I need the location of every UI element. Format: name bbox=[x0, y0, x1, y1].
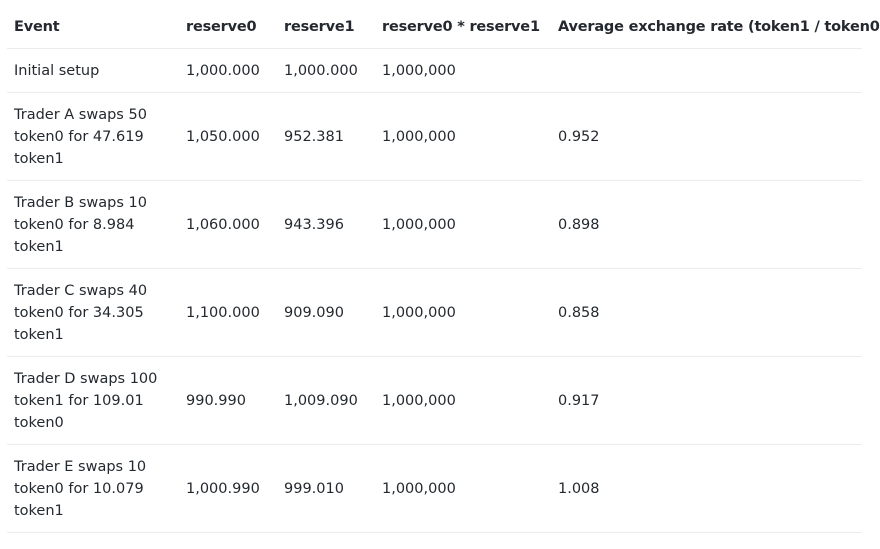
cell-exchange-rate: 0.952 bbox=[551, 92, 862, 181]
event-text-line: Trader A swaps 50 bbox=[14, 106, 147, 123]
table-row: Trader B swaps 10 token0 for 8.984 token… bbox=[7, 180, 862, 269]
cell-reserve0: 990.990 bbox=[179, 356, 277, 445]
cell-product: 1,000,000 bbox=[375, 444, 551, 533]
cell-exchange-rate: 0.917 bbox=[551, 356, 862, 445]
event-text-line: token1 bbox=[14, 238, 64, 255]
event-text-line: Trader B swaps 10 bbox=[14, 194, 147, 211]
cell-product: 1,000,000 bbox=[375, 356, 551, 445]
event-text-line: token0 for 34.305 bbox=[14, 304, 144, 321]
event-text-line: token0 for 10.079 bbox=[14, 480, 144, 497]
cell-event: Trader B swaps 10 token0 for 8.984 token… bbox=[7, 180, 179, 269]
table-row: Trader A swaps 50 token0 for 47.619 toke… bbox=[7, 92, 862, 181]
cell-event: Trader D swaps 100 token1 for 109.01 tok… bbox=[7, 356, 179, 445]
cell-reserve1: 943.396 bbox=[277, 180, 375, 269]
cell-reserve1: 952.381 bbox=[277, 92, 375, 181]
cell-product: 1,000,000 bbox=[375, 48, 551, 93]
cell-reserve1: 1,009.090 bbox=[277, 356, 375, 445]
cell-exchange-rate: 0.898 bbox=[551, 180, 862, 269]
header-reserve1: reserve1 bbox=[277, 6, 375, 49]
cell-event: Trader A swaps 50 token0 for 47.619 toke… bbox=[7, 92, 179, 181]
table-header: Event reserve0 reserve1 reserve0 * reser… bbox=[7, 6, 880, 49]
event-text-line: Trader C swaps 40 bbox=[14, 282, 148, 299]
cell-reserve1: 999.010 bbox=[277, 444, 375, 533]
cell-reserve0: 1,000.990 bbox=[179, 444, 277, 533]
header-exchange-rate: Average exchange rate (token1 / token0) bbox=[551, 6, 880, 49]
cell-exchange-rate bbox=[551, 48, 862, 93]
cell-product: 1,000,000 bbox=[375, 180, 551, 269]
cell-reserve0: 1,100.000 bbox=[179, 268, 277, 357]
cell-reserve1: 1,000.000 bbox=[277, 48, 375, 93]
reserves-table: Event reserve0 reserve1 reserve0 * reser… bbox=[7, 6, 880, 533]
header-reserve0: reserve0 bbox=[179, 6, 277, 49]
event-text-line: Initial setup bbox=[14, 62, 100, 79]
header-event: Event bbox=[7, 6, 179, 49]
cell-reserve0: 1,050.000 bbox=[179, 92, 277, 181]
cell-exchange-rate: 0.858 bbox=[551, 268, 862, 357]
cell-product: 1,000,000 bbox=[375, 268, 551, 357]
cell-reserve0: 1,000.000 bbox=[179, 48, 277, 93]
event-text-line: Trader D swaps 100 bbox=[14, 370, 158, 387]
reserves-table-container: Event reserve0 reserve1 reserve0 * reser… bbox=[7, 6, 880, 533]
table-body: Initial setup 1,000.000 1,000.000 1,000,… bbox=[7, 48, 862, 533]
table-row: Initial setup 1,000.000 1,000.000 1,000,… bbox=[7, 48, 862, 93]
event-text-line: token1 for 109.01 bbox=[14, 392, 144, 409]
event-text-line: token0 for 47.619 bbox=[14, 128, 144, 145]
header-row: Event reserve0 reserve1 reserve0 * reser… bbox=[7, 6, 880, 49]
cell-product: 1,000,000 bbox=[375, 92, 551, 181]
event-text-line: token0 bbox=[14, 414, 64, 431]
cell-event: Trader C swaps 40 token0 for 34.305 toke… bbox=[7, 268, 179, 357]
event-text-line: Trader E swaps 10 bbox=[14, 458, 147, 475]
event-text-line: token0 for 8.984 bbox=[14, 216, 135, 233]
event-text-line: token1 bbox=[14, 502, 64, 519]
table-row: Trader D swaps 100 token1 for 109.01 tok… bbox=[7, 356, 862, 445]
table-row: Trader C swaps 40 token0 for 34.305 toke… bbox=[7, 268, 862, 357]
cell-reserve0: 1,060.000 bbox=[179, 180, 277, 269]
cell-reserve1: 909.090 bbox=[277, 268, 375, 357]
event-text-line: token1 bbox=[14, 150, 64, 167]
cell-event: Trader E swaps 10 token0 for 10.079 toke… bbox=[7, 444, 179, 533]
cell-event: Initial setup bbox=[7, 48, 179, 93]
table-row: Trader E swaps 10 token0 for 10.079 toke… bbox=[7, 444, 862, 533]
cell-exchange-rate: 1.008 bbox=[551, 444, 862, 533]
header-product: reserve0 * reserve1 bbox=[375, 6, 551, 49]
event-text-line: token1 bbox=[14, 326, 64, 343]
